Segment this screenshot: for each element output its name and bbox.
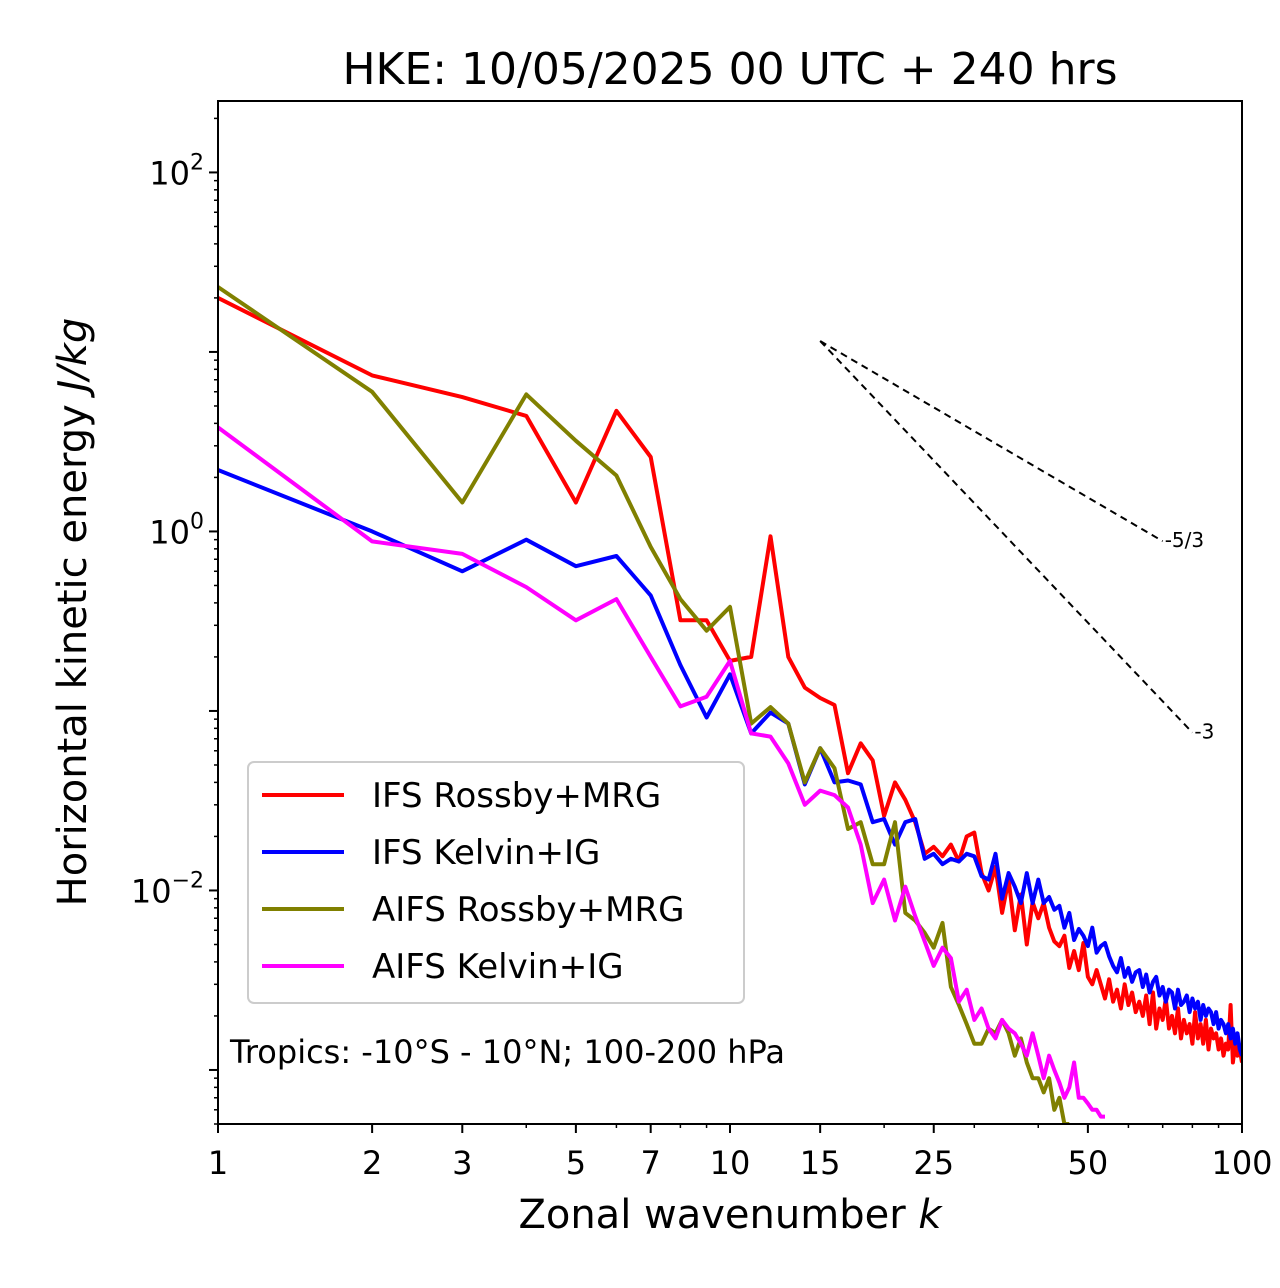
legend-label-ifs-rossby-mrg: IFS Rossby+MRG [372,776,661,816]
x-axis-label: Zonal wavenumber k [518,1192,943,1238]
x-tick-label: 2 [362,1144,382,1182]
x-axis-ticks: 1 2 3 5 7 10 15 25 50 100 [208,1124,1273,1182]
region-annotation: Tropics: -10°S - 10°N; 100-200 hPa [229,1033,785,1071]
slope-line-5-3 [819,340,1164,543]
chart-title: HKE: 10/05/2025 00 UTC + 240 hrs [342,44,1117,95]
legend-label-aifs-kelvin-ig: AIFS Kelvin+IG [372,947,624,987]
x-tick-label: 50 [1068,1144,1109,1182]
slope-label-5-3: -5/3 [1165,528,1204,552]
y-axis-label: Horizontal kinetic energy J/kg [50,318,96,907]
series-line-aifs-kelvin-ig [218,425,1105,1119]
slope-label-3: -3 [1194,720,1214,744]
legend-label-aifs-rossby-mrg: AIFS Rossby+MRG [372,890,684,930]
legend-box [247,761,745,1004]
legend: IFS Rossby+MRG IFS Kelvin+IG AIFS Rossby+M… [247,761,745,1004]
x-tick-label: 1 [208,1144,228,1182]
x-tick-label: 3 [452,1144,472,1182]
x-tick-label: 7 [641,1144,661,1182]
reference-slopes: -5/3 -3 [819,340,1214,744]
y-axis-ticks: 102 100 10−2 [131,117,218,1125]
x-tick-label: 100 [1211,1144,1272,1182]
x-tick-label: 25 [913,1144,954,1182]
x-tick-label: 10 [710,1144,751,1182]
series-layer [218,285,1242,1124]
y-tick-label: 102 [149,150,204,192]
legend-label-ifs-kelvin-ig: IFS Kelvin+IG [372,833,600,873]
y-tick-label: 10−2 [131,868,204,910]
series-line-ifs-rossby-mrg [218,296,1242,1065]
y-tick-label: 100 [149,509,204,551]
x-tick-label: 5 [566,1144,586,1182]
x-tick-label: 15 [800,1144,841,1182]
series-line-ifs-kelvin-ig [218,468,1242,1057]
slope-line-3 [819,340,1194,734]
